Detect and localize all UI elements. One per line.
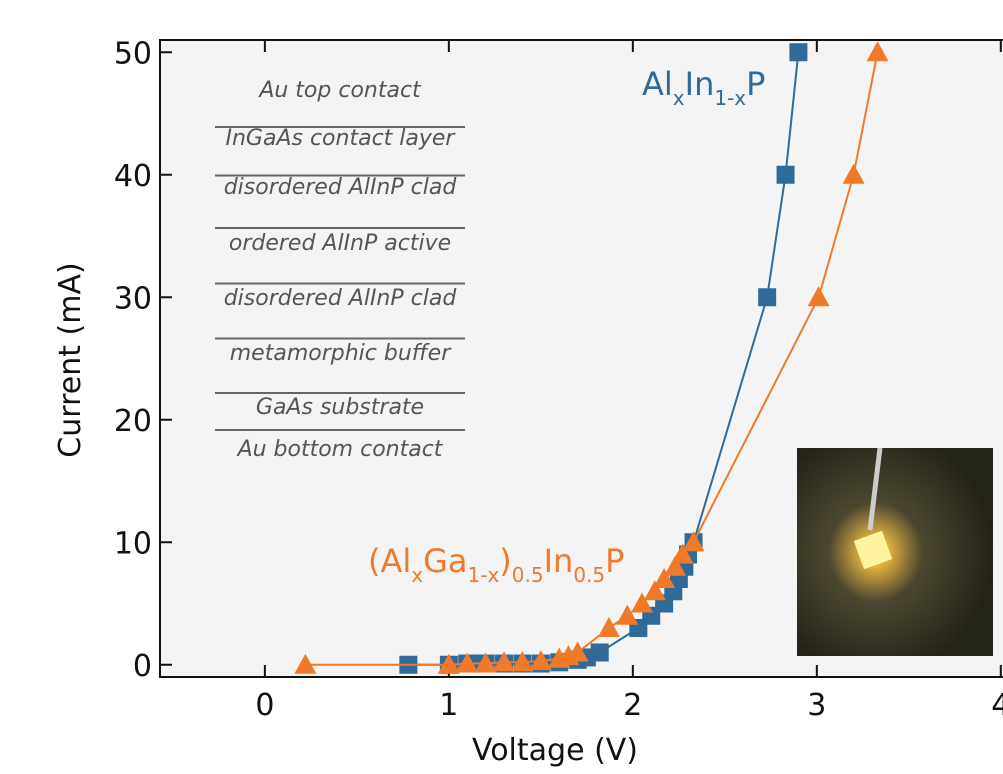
label-part: In	[685, 65, 715, 103]
layer-label: ordered AlInP active	[229, 231, 451, 256]
series-label: AlxIn1-xP	[642, 65, 765, 110]
y-tick-label: 30	[114, 281, 152, 316]
data-point	[758, 288, 777, 307]
data-point	[493, 651, 516, 672]
y-tick-label: 40	[114, 159, 152, 194]
data-point	[643, 580, 666, 601]
data-point	[682, 531, 705, 552]
y-tick-label: 0	[133, 649, 152, 684]
x-tick-label: 4	[991, 688, 1003, 723]
label-part: P	[605, 542, 624, 580]
layer-label: disordered AlInP clad	[224, 286, 458, 311]
data-point	[616, 604, 639, 625]
y-tick-label: 50	[114, 36, 152, 71]
label-part: )	[499, 542, 511, 580]
label-part: x	[411, 563, 423, 587]
inset-photo	[797, 447, 993, 656]
x-tick-label: 3	[807, 688, 826, 723]
label-part: 1-x	[468, 563, 500, 587]
label-part: 0.5	[512, 563, 544, 587]
label-part: 0.5	[573, 563, 605, 587]
x-tick-label: 1	[439, 688, 458, 723]
data-point	[631, 592, 654, 613]
data-point	[437, 653, 460, 674]
label-part: Al	[642, 65, 673, 103]
data-point	[653, 568, 676, 588]
data-point	[590, 643, 609, 662]
data-point	[597, 617, 620, 637]
data-point	[294, 653, 317, 674]
layer-label: Au bottom contact	[236, 437, 444, 462]
label-part: P	[746, 65, 765, 103]
x-axis-label: Voltage (V)	[472, 733, 638, 768]
data-point	[511, 651, 534, 672]
layer-label: disordered AlInP clad	[224, 175, 458, 200]
layer-label: metamorphic buffer	[230, 341, 452, 366]
data-point	[664, 555, 687, 576]
layer-label: InGaAs contact layer	[226, 126, 457, 151]
data-point	[474, 652, 497, 673]
data-point	[789, 43, 808, 62]
x-tick-label: 2	[623, 688, 642, 723]
layer-label: Au top contact	[257, 78, 422, 103]
data-point	[842, 163, 865, 184]
series-label: (AlxGa1-x)0.5In0.5P	[368, 542, 624, 587]
layer-label: GaAs substrate	[256, 395, 424, 420]
y-tick-label: 10	[114, 526, 152, 561]
data-point	[807, 286, 830, 307]
label-part: (Al	[368, 542, 411, 580]
label-part: In	[544, 542, 574, 580]
data-point	[529, 650, 552, 671]
data-point	[671, 543, 694, 564]
data-point	[866, 41, 889, 62]
data-point	[566, 641, 589, 662]
y-axis-label: Current (mA)	[53, 262, 88, 457]
y-tick-label: 20	[114, 404, 152, 439]
label-part: x	[673, 86, 685, 110]
data-point	[456, 652, 479, 673]
x-tick-label: 0	[255, 688, 274, 723]
label-part: 1-x	[714, 86, 746, 110]
label-part: Ga	[423, 542, 467, 580]
data-point	[776, 165, 795, 184]
